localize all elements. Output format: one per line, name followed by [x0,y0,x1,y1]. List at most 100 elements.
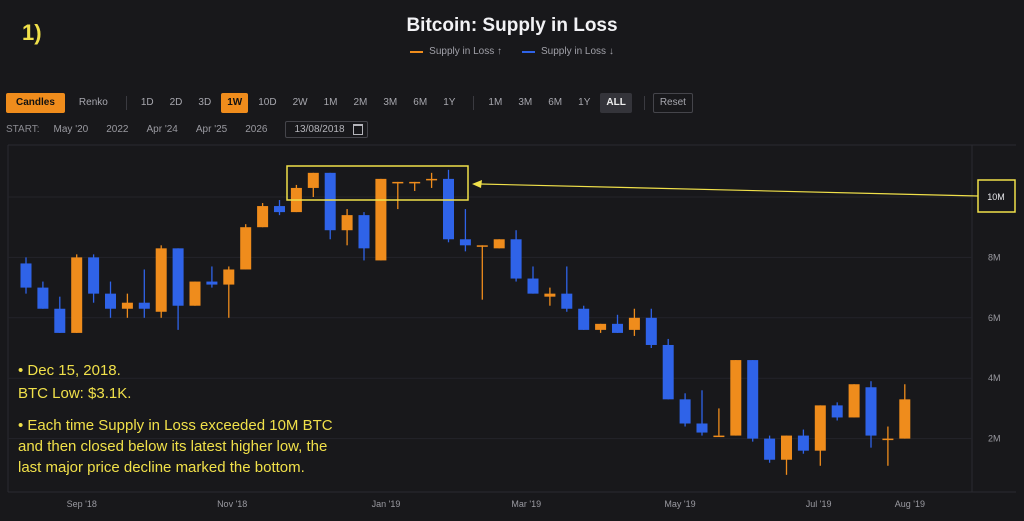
candle[interactable] [206,266,218,288]
range-all-button[interactable]: ALL [600,93,632,113]
candle[interactable] [476,245,488,300]
candle[interactable] [612,314,623,333]
interval-1w-button[interactable]: 1W [221,93,249,113]
candle[interactable] [493,239,505,249]
candle[interactable] [324,172,336,240]
legend: Supply in Loss ↑ Supply in Loss ↓ [0,46,1024,57]
candle[interactable] [223,266,235,318]
candle[interactable] [443,169,454,243]
candle[interactable] [747,360,759,442]
interval-3m-button[interactable]: 3M [383,97,398,108]
interval-6m-button[interactable]: 6M [413,97,428,108]
candle[interactable] [459,209,471,252]
candle[interactable] [595,323,607,333]
candle[interactable] [105,281,116,318]
legend-item-up[interactable]: Supply in Loss ↑ [410,46,502,57]
candle[interactable] [71,254,83,333]
start-option-2026[interactable]: 2026 [245,123,268,135]
candle[interactable] [37,281,49,309]
grid [8,196,972,440]
candle[interactable] [121,293,133,318]
interval-1m-button[interactable]: 1M [323,97,338,108]
candle[interactable] [814,405,826,466]
candle[interactable] [848,384,860,418]
candle[interactable] [426,172,438,188]
candle-body [747,360,759,439]
legend-item-down[interactable]: Supply in Loss ↓ [522,46,614,57]
candle[interactable] [392,181,404,210]
interval-1y-button[interactable]: 1Y [443,97,456,108]
candle[interactable] [645,308,657,348]
candle[interactable] [781,435,792,475]
candle[interactable] [240,224,252,270]
renko-button[interactable]: Renko [78,97,108,108]
candle[interactable] [578,305,590,330]
candle[interactable] [527,266,539,294]
candle[interactable] [713,408,725,438]
candle-body [54,308,66,333]
candle[interactable] [274,200,285,216]
candle[interactable] [696,390,708,436]
interval-2d-button[interactable]: 2D [169,97,183,108]
candle[interactable] [544,287,556,306]
range-3m-button[interactable]: 3M [518,97,533,108]
candle-body [730,360,742,436]
candle-body [764,438,776,460]
candle[interactable] [257,203,269,228]
candle[interactable] [341,209,353,246]
candle[interactable] [307,172,319,197]
candle[interactable] [882,426,894,466]
candle[interactable] [797,429,809,454]
candle[interactable] [662,338,674,400]
annotation-low: BTC Low: $3.1K. [18,385,132,402]
candle[interactable] [20,257,32,294]
start-date-input[interactable]: 13/08/2018 [285,120,368,138]
candle[interactable] [290,184,302,213]
candle[interactable] [88,254,100,303]
start-option-apr-25[interactable]: Apr '25 [195,123,228,135]
legend-swatch-down [522,50,535,53]
highlight-arrow-line [479,183,979,197]
candle[interactable] [189,281,201,306]
candle[interactable] [730,360,742,436]
start-option-2022[interactable]: 2022 [106,123,129,135]
interval-2m-button[interactable]: 2M [353,97,368,108]
candle[interactable] [679,393,691,427]
candle[interactable] [628,308,640,336]
candle[interactable] [358,212,370,261]
candle-body [71,257,83,333]
candle[interactable] [172,248,184,330]
candle[interactable] [54,296,66,333]
range-1y-button[interactable]: 1Y [578,97,591,108]
interval-10d-button[interactable]: 10D [258,97,277,108]
candle[interactable] [375,178,387,261]
candle-body [358,215,370,249]
candle-body [510,239,522,279]
candle-body [274,206,285,213]
range-6m-button[interactable]: 6M [548,97,563,108]
interval-2w-button[interactable]: 2W [292,97,308,108]
candle[interactable] [764,435,776,463]
start-option-may-20[interactable]: May '20 [53,123,89,135]
candle[interactable] [865,381,877,448]
calendar-icon[interactable] [352,123,363,135]
candle[interactable] [155,245,167,318]
interval-1d-button[interactable]: 1D [140,97,154,108]
candles [20,169,911,475]
candle[interactable] [899,384,911,439]
interval-3d-button[interactable]: 3D [198,97,212,108]
candle-body [679,399,691,424]
candle[interactable] [510,230,522,282]
candle[interactable] [138,269,150,318]
candle-body [121,302,133,309]
reset-button[interactable]: Reset [652,93,693,113]
x-tick-label: May '19 [664,499,695,509]
candle[interactable] [561,266,573,312]
chart-toolbar: Candles Renko 1D 2D 3D 1W 10D 2W 1M 2M 3M 6M 1Y 1M… [6,93,697,113]
start-option-apr-24[interactable]: Apr '24 [146,123,178,135]
candles-button[interactable]: Candles [6,93,65,113]
candle[interactable] [831,402,843,421]
range-1m-button[interactable]: 1M [488,97,503,108]
candle[interactable] [409,181,421,191]
y-tick-label: 6M [988,313,1001,323]
